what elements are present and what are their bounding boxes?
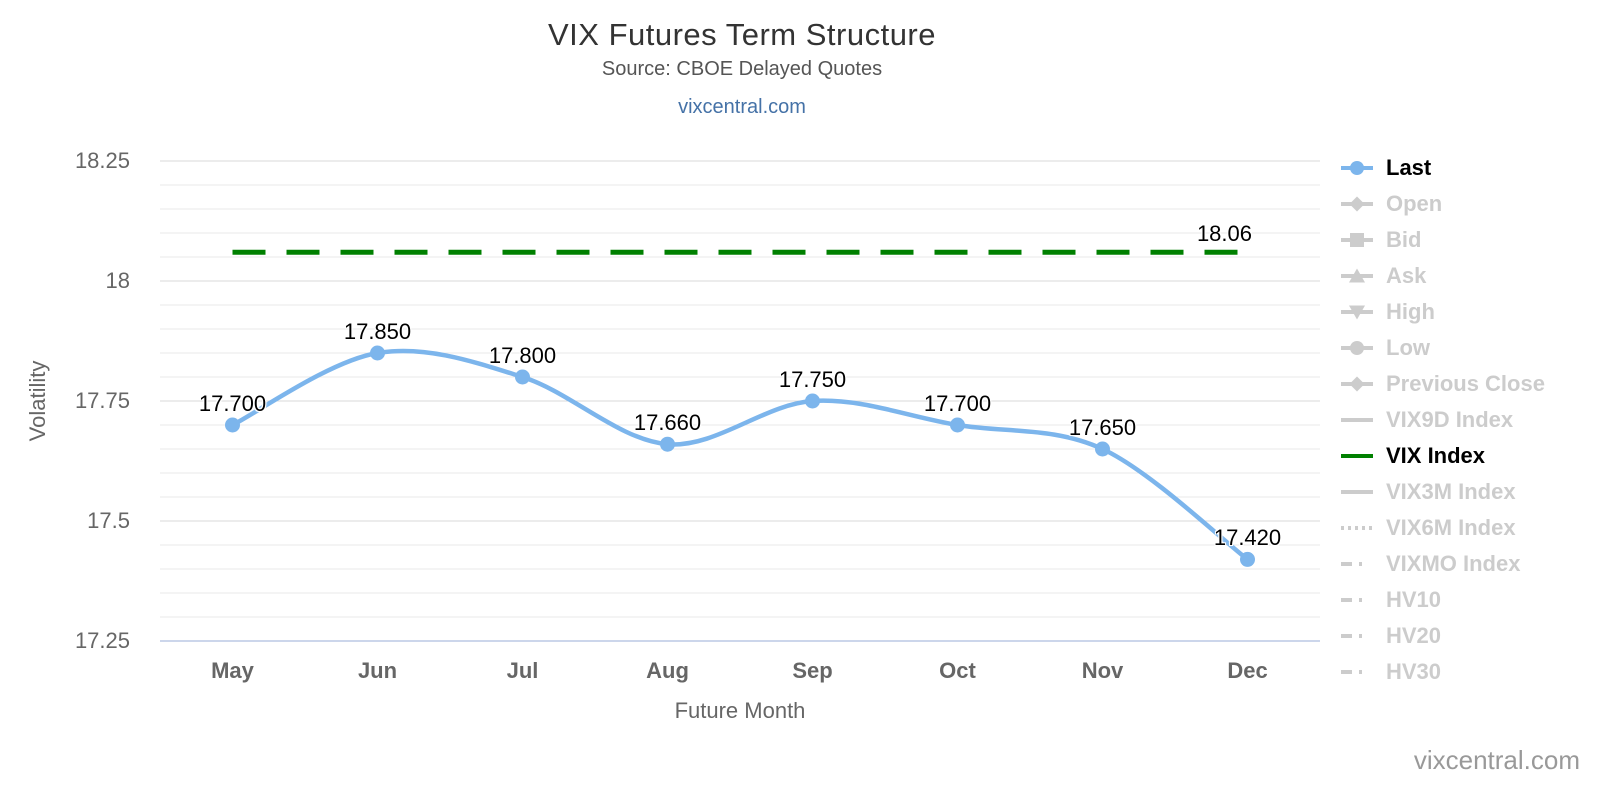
legend-item-label: VIX Index [1386, 443, 1486, 468]
legend-item-label: High [1386, 299, 1435, 324]
legend-item-label: Ask [1386, 263, 1427, 288]
dotted-icon [1341, 526, 1373, 530]
data-point-label: 17.750 [778, 367, 847, 392]
x-tick-label-jun: Jun [357, 658, 398, 683]
x-tick-label-jul: Jul [506, 658, 539, 683]
legend-item-hv30[interactable]: HV30 [1341, 654, 1545, 690]
legend-item-bid[interactable]: Bid [1341, 222, 1545, 258]
data-point-label: 17.800 [488, 343, 557, 368]
data-point-marker-oct[interactable] [950, 417, 965, 433]
last-series-line[interactable] [230, 348, 1250, 562]
dashdot-icon [1341, 598, 1373, 602]
data-point-label: 17.700 [198, 391, 267, 416]
line-triangle-up-icon [1341, 268, 1373, 283]
legend-item-vix-index[interactable]: VIX Index [1341, 438, 1545, 474]
data-point-marker-may[interactable] [225, 417, 240, 433]
dashdot-icon [1341, 670, 1373, 674]
y-tick-label: 17.25 [74, 628, 130, 653]
legend-item-label: VIX9D Index [1386, 407, 1514, 432]
legend-item-label: VIX3M Index [1386, 479, 1516, 504]
legend-item-last[interactable]: Last [1341, 150, 1545, 186]
data-point-label: 17.650 [1068, 415, 1137, 440]
y-tick-label: 17.5 [87, 508, 130, 533]
x-tick-label-oct: Oct [939, 658, 976, 683]
data-point-marker-jun[interactable] [370, 345, 385, 361]
legend-item-hv20[interactable]: HV20 [1341, 618, 1545, 654]
data-point-label: 17.660 [633, 410, 702, 436]
line-icon [1341, 454, 1373, 458]
data-point-label: 17.850 [343, 319, 412, 344]
x-tick-label-may: May [211, 658, 254, 683]
legend-item-ask[interactable]: Ask [1341, 258, 1545, 294]
legend-item-open[interactable]: Open [1341, 186, 1545, 222]
legend-item-label: HV20 [1386, 623, 1442, 648]
y-tick-label: 18.25 [74, 148, 130, 173]
line-triangle-down-icon [1341, 305, 1373, 320]
legend-item-label: HV30 [1386, 659, 1442, 684]
legend-item-vix9d-index[interactable]: VIX9D Index [1341, 402, 1545, 438]
data-point-label: 17.420 [1213, 525, 1282, 551]
legend-item-vix6m-index[interactable]: VIX6M Index [1341, 510, 1545, 546]
watermark-link[interactable]: vixcentral.com [1413, 745, 1580, 775]
data-point-marker-jul[interactable] [515, 369, 530, 385]
chart-subtitle: Source: CBOE Delayed Quotes [601, 58, 883, 80]
x-tick-label-dec: Dec [1227, 658, 1268, 683]
line-icon [1341, 490, 1373, 494]
data-point-marker-sep[interactable] [805, 393, 820, 409]
y-axis-title: Volatility [25, 360, 50, 442]
legend-item-label: VIX6M Index [1386, 515, 1516, 540]
line-icon [1341, 418, 1373, 422]
legend-item-label: Previous Close [1386, 371, 1545, 396]
y-tick-label: 17.75 [74, 388, 130, 413]
x-axis-title: Future Month [674, 698, 806, 723]
legend-item-low[interactable]: Low [1341, 330, 1545, 366]
vixcentral-header-link[interactable]: vixcentral.com [678, 96, 806, 118]
line-circle-icon [1341, 161, 1373, 175]
x-tick-label-aug: Aug [646, 658, 689, 683]
legend-item-hv10[interactable]: HV10 [1341, 582, 1545, 618]
line-square-icon [1341, 233, 1373, 247]
legend-item-label: Open [1386, 191, 1443, 216]
data-point-marker-aug[interactable] [660, 436, 675, 452]
data-point-marker-dec[interactable] [1240, 551, 1255, 567]
line-diamond-icon [1341, 196, 1373, 212]
x-tick-label-nov: Nov [1081, 658, 1124, 683]
legend-item-label: Bid [1386, 227, 1422, 252]
legend-item-label: Low [1386, 335, 1430, 360]
dashdot-icon [1341, 634, 1373, 638]
data-point-label: 17.700 [923, 391, 992, 416]
y-tick-label: 18 [105, 268, 130, 293]
legend-item-previous-close[interactable]: Previous Close [1341, 366, 1545, 402]
line-diamond-icon [1341, 376, 1373, 392]
chart-title: VIX Futures Term Structure [548, 17, 936, 52]
legend-item-vixmo-index[interactable]: VIXMO Index [1341, 546, 1545, 582]
legend-item-label: HV10 [1386, 587, 1442, 612]
x-tick-label-sep: Sep [792, 658, 833, 683]
vix-index-value-label: 18.06 [1196, 221, 1252, 247]
line-circle-icon [1341, 341, 1373, 355]
dashdot-icon [1341, 562, 1373, 566]
data-point-marker-nov[interactable] [1095, 441, 1110, 457]
legend-item-high[interactable]: High [1341, 294, 1545, 330]
legend: Last Open Bid Ask High Low Previous Close VIX9D… [1341, 150, 1545, 690]
legend-item-label: Last [1386, 155, 1432, 180]
legend-item-label: VIXMO Index [1386, 551, 1521, 576]
legend-item-vix3m-index[interactable]: VIX3M Index [1341, 474, 1545, 510]
